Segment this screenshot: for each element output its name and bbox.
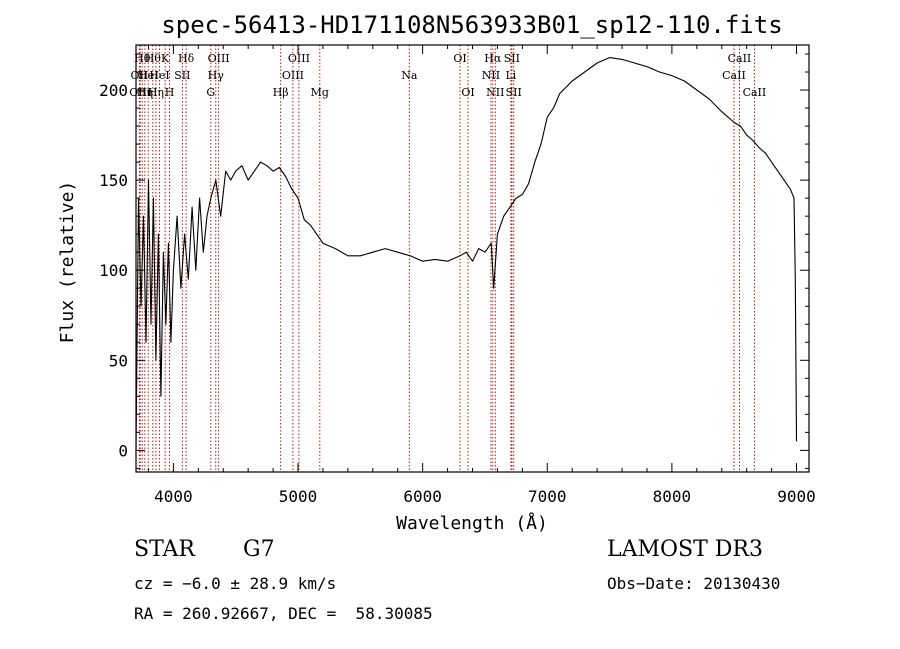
spectrum-series xyxy=(135,57,798,451)
annotation-label: OI xyxy=(453,52,466,65)
annotation-label: Na xyxy=(401,69,418,82)
y-tick-label: 200 xyxy=(99,81,128,100)
coordinates-text: RA = 260.92667, DEC = 58.30085 xyxy=(134,604,433,623)
annotation-label: CaII xyxy=(743,86,767,99)
annotation-label: OIII xyxy=(288,52,310,65)
annotation-label: Hη xyxy=(137,86,153,99)
annotation-label: OIII xyxy=(208,52,230,65)
survey-label: LAMOST DR3 xyxy=(607,537,763,562)
annotation-labels: OIIOIIIHθHηHeIHθHηHeIKHSIIHδGHγOIIIHβOII… xyxy=(129,52,766,99)
observation-date: Obs−Date: 20130430 xyxy=(607,574,781,593)
annotation-label: OIII xyxy=(282,69,304,82)
redshift-text: cz = −6.0 ± 28.9 km/s xyxy=(134,574,337,593)
annotation-label: HeI xyxy=(149,69,169,82)
x-axis-ticks: 4000 5000 6000 7000 8000 9000 xyxy=(147,45,816,506)
x-tick-label: 6000 xyxy=(403,487,442,506)
y-axis-ticks: 0 50 100 150 200 xyxy=(99,53,809,469)
x-axis-label: Wavelength (Å) xyxy=(396,512,548,534)
object-class: STAR xyxy=(134,537,195,562)
annotation-label: NII xyxy=(482,69,500,82)
x-tick-label: 7000 xyxy=(528,487,567,506)
annotation-label: NII xyxy=(486,86,504,99)
spectrum-line xyxy=(135,57,798,451)
annotation-label: Hγ xyxy=(208,69,225,82)
annotation-label: Li xyxy=(505,69,516,82)
annotation-label: CaII xyxy=(722,69,746,82)
annotation-label: Hβ xyxy=(273,86,289,99)
chart-title: spec-56413-HD171108N563933B01_sp12-110.f… xyxy=(161,11,782,39)
annotation-label: Hθ xyxy=(145,52,162,65)
object-subclass: G7 xyxy=(243,537,275,562)
x-tick-label: 8000 xyxy=(653,487,692,506)
annotation-label: OII xyxy=(131,69,149,82)
annotation-label: Hδ xyxy=(178,52,195,65)
y-tick-label: 100 xyxy=(99,261,128,280)
annotation-label: SII xyxy=(174,69,190,82)
annotation-label: SII xyxy=(506,86,522,99)
annotation-lines xyxy=(138,45,755,472)
y-tick-label: 50 xyxy=(109,351,128,370)
x-tick-label: 4000 xyxy=(154,487,193,506)
annotation-label: Hθ xyxy=(134,52,151,65)
annotation-label: OIII xyxy=(129,86,151,99)
annotation-label: H xyxy=(165,86,175,99)
annotation-label: Hα xyxy=(484,52,502,65)
annotation-label: G xyxy=(206,86,215,99)
annotation-label: Hη xyxy=(148,86,164,99)
y-axis-label: Flux (relative) xyxy=(57,181,78,344)
annotation-label: SII xyxy=(504,52,520,65)
plot-frame xyxy=(135,44,810,473)
annotation-label: OI xyxy=(461,86,474,99)
x-tick-label: 5000 xyxy=(279,487,318,506)
annotation-label: K xyxy=(161,52,170,65)
x-tick-label: 9000 xyxy=(777,487,816,506)
y-tick-label: 150 xyxy=(99,171,128,190)
y-tick-label: 0 xyxy=(118,441,128,460)
annotation-label: Mg xyxy=(311,86,329,99)
annotation-label: CaII xyxy=(728,52,752,65)
annotation-label: HeI xyxy=(138,69,158,82)
